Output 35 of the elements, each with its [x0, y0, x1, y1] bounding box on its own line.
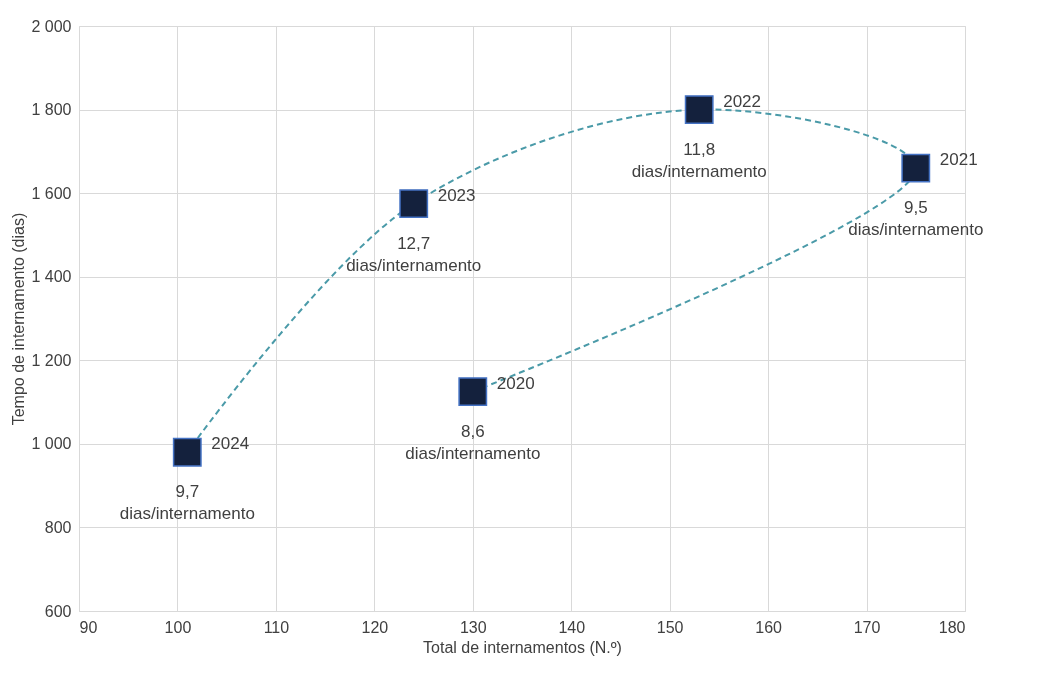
y-tick-label: 1 800 — [31, 101, 72, 119]
x-tick-label: 170 — [853, 618, 881, 636]
y-tick-label: 1 200 — [31, 351, 72, 369]
annotation: 2022 — [723, 91, 762, 111]
point — [684, 95, 714, 125]
x-tick-label: 90 — [79, 618, 98, 636]
x-tick-label: 120 — [361, 618, 389, 636]
annotation: 12,7 dias/internamento — [346, 233, 482, 275]
annotation: 2024 — [211, 434, 250, 454]
point — [399, 189, 429, 219]
x-tick-label: 130 — [459, 618, 487, 636]
annotation: 2020 — [496, 373, 535, 393]
y-tick-label: 600 — [44, 602, 72, 620]
x-tick-label: 110 — [263, 618, 290, 636]
y-tick-label: 1 000 — [31, 435, 72, 453]
annotation: 2023 — [437, 185, 476, 205]
x-tick-label: 150 — [656, 618, 684, 636]
x-axis-title: Total de internamentos (N.º) — [423, 638, 622, 656]
annotation: 8,6 dias/internamento — [405, 421, 541, 463]
y-tick-label: 2 000 — [31, 17, 72, 35]
annotation: 11,8 dias/internamento — [631, 139, 767, 181]
annotation: 9,7 dias/internamento — [119, 482, 255, 524]
x-tick-label: 140 — [558, 618, 586, 636]
x-tick-label: 180 — [938, 618, 966, 636]
annotation: 9,5 dias/internamento — [848, 198, 984, 240]
annotation: 2021 — [939, 150, 978, 170]
x-tick-label: 100 — [164, 618, 192, 636]
x-tick-label: 160 — [755, 618, 783, 636]
point — [458, 377, 488, 407]
y-tick-label: 1 600 — [31, 184, 72, 202]
point — [172, 437, 202, 467]
y-axis-title: Tempo de internamento (dias) — [10, 212, 28, 426]
y-tick-label: 800 — [44, 518, 72, 536]
point — [901, 153, 931, 183]
y-tick-label: 1 400 — [31, 268, 72, 286]
